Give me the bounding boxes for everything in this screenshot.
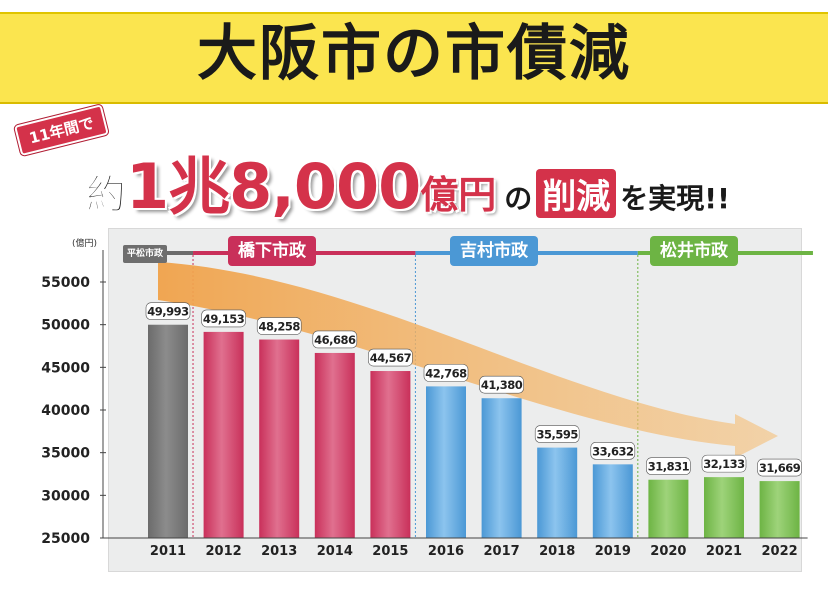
headline-unit: 億円 — [420, 173, 497, 217]
value-label-2015: 44,567 — [370, 351, 412, 365]
headline-prefix: 約 — [86, 172, 127, 219]
headline-particle: の — [504, 182, 533, 215]
bar-2019 — [592, 464, 633, 538]
bar-2011 — [148, 324, 188, 538]
x-tick-label-2021: 2021 — [706, 544, 742, 559]
bar-2020 — [648, 479, 689, 538]
value-label-box — [368, 348, 413, 367]
y-tick-label: 40000 — [41, 403, 90, 419]
bar-2021 — [704, 477, 744, 538]
value-label-2011: 49,993 — [147, 305, 189, 319]
x-tick-label-2011: 2011 — [150, 544, 186, 559]
value-label-2018: 35,595 — [537, 428, 579, 442]
title-banner — [0, 12, 828, 104]
value-label-2016: 42,768 — [425, 366, 467, 380]
x-tick-label-2018: 2018 — [539, 544, 575, 559]
x-tick-label-2015: 2015 — [372, 544, 408, 559]
x-tick-label-2022: 2022 — [762, 544, 798, 559]
gov-badge-matsui: 松井市政 — [650, 236, 738, 266]
bar-2014 — [314, 352, 355, 538]
value-label-box — [757, 458, 802, 477]
value-label-box — [534, 425, 580, 443]
headline-amount: 1兆8,000 — [126, 150, 421, 223]
x-tick-label-2019: 2019 — [595, 544, 631, 559]
value-label-box — [145, 302, 191, 321]
bar-2012 — [203, 331, 244, 538]
x-tick-label-2016: 2016 — [428, 544, 464, 559]
y-tick-label: 45000 — [41, 360, 90, 376]
value-label-2021: 32,133 — [703, 457, 745, 471]
headline-reduction: 削減 — [536, 169, 617, 218]
x-tick-label-2017: 2017 — [484, 544, 520, 559]
value-label-box — [256, 317, 302, 335]
value-label-2014: 46,686 — [314, 333, 356, 347]
value-label-box — [479, 375, 524, 394]
x-tick-label-2020: 2020 — [650, 544, 686, 559]
x-tick-label-2013: 2013 — [261, 544, 297, 559]
gov-badge-hashimoto: 橋下市政 — [228, 236, 316, 266]
bar-2016 — [426, 386, 466, 538]
page-title: 大阪市の市債減 — [197, 19, 631, 89]
headline: 約1兆8,000億円の削減 を実現!! — [86, 136, 816, 223]
value-label-2022: 31,669 — [759, 461, 801, 475]
y-axis-unit: (億円) — [72, 239, 98, 249]
value-label-2012: 49,153 — [203, 312, 245, 326]
bar-2015 — [370, 371, 411, 538]
value-label-box — [312, 330, 358, 349]
gov-badge-hiramatsu: 平松市政 — [123, 245, 168, 263]
decline-arrow — [158, 262, 778, 458]
y-tick-label: 30000 — [41, 488, 90, 504]
gov-badge-yoshimura: 吉村市政 — [450, 236, 538, 266]
bar-2017 — [481, 398, 522, 538]
headline-suffix: を実現!! — [620, 182, 730, 215]
value-label-box — [646, 457, 691, 476]
bar-2022 — [759, 481, 800, 538]
value-label-box — [590, 442, 636, 460]
value-label-box — [201, 309, 246, 328]
x-tick-label-2014: 2014 — [317, 544, 353, 559]
y-tick-label: 50000 — [41, 318, 90, 334]
value-label-box — [701, 454, 747, 473]
value-label-box — [423, 364, 469, 382]
bar-2013 — [259, 339, 300, 538]
y-tick-label: 25000 — [41, 531, 90, 547]
y-tick-label: 55000 — [41, 275, 90, 291]
value-label-2013: 48,258 — [259, 320, 301, 334]
bar-2018 — [537, 447, 578, 538]
x-tick-label-2012: 2012 — [206, 544, 242, 559]
y-tick-label: 35000 — [41, 446, 90, 462]
value-label-2020: 31,831 — [648, 460, 690, 474]
value-label-2017: 41,380 — [481, 378, 523, 392]
value-label-2019: 33,632 — [592, 444, 633, 458]
